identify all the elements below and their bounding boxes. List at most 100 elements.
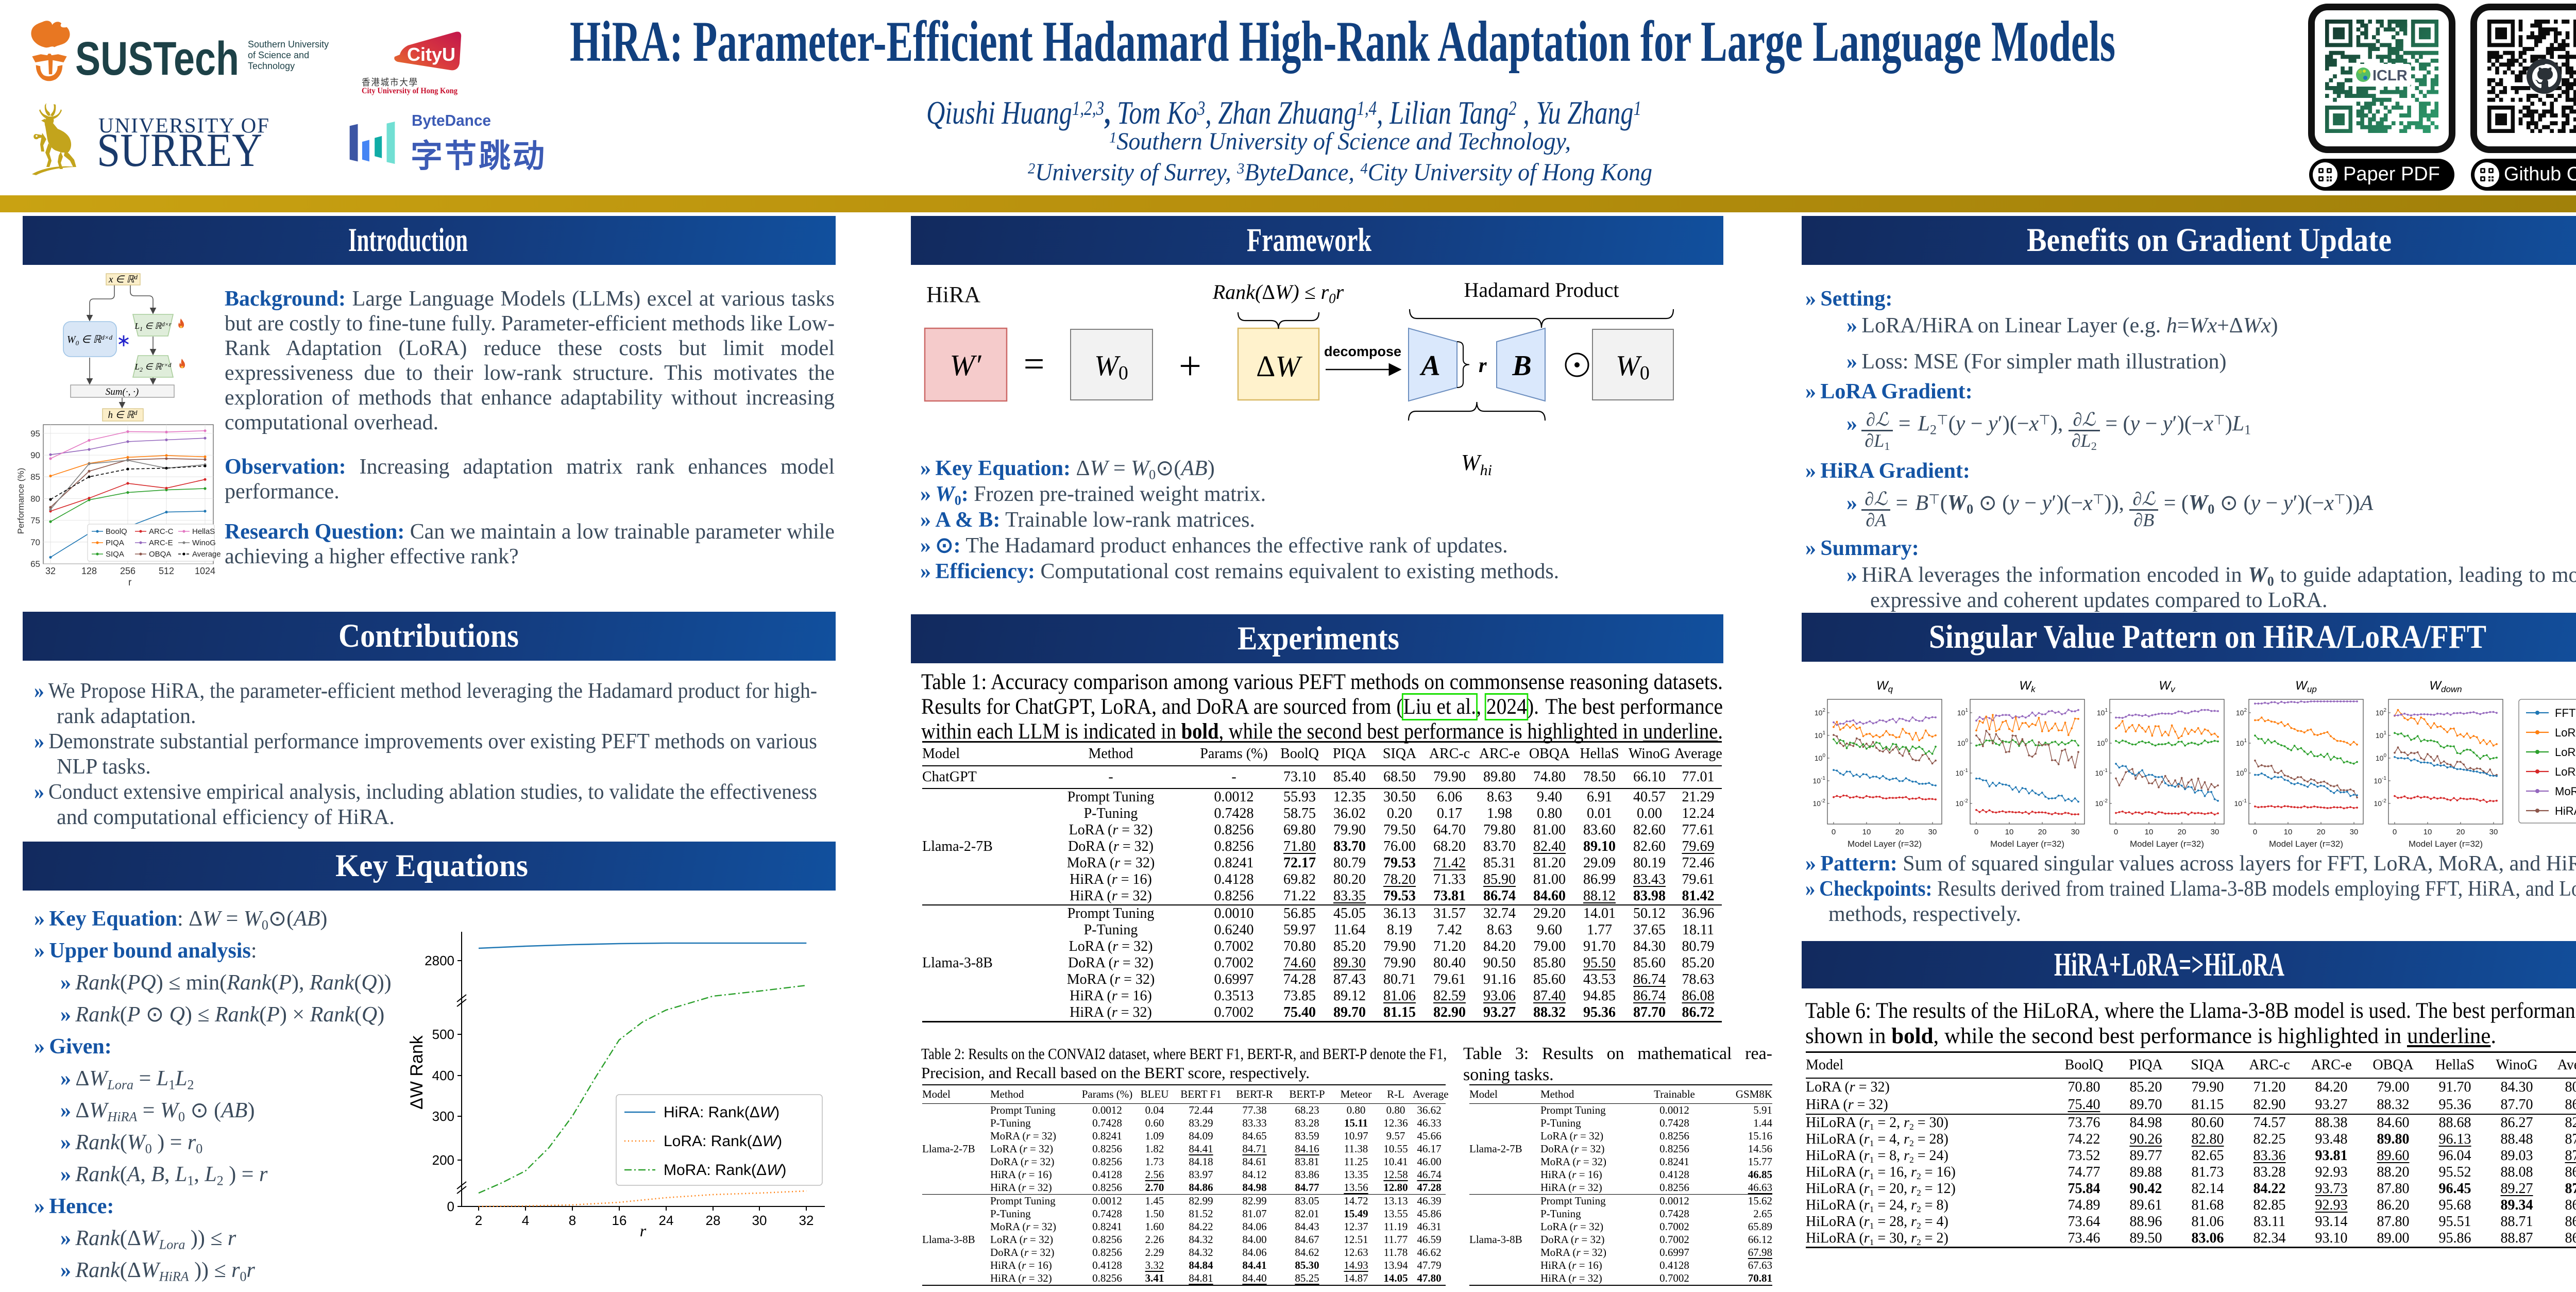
svg-text:128: 128 [81, 566, 97, 576]
svg-text:90: 90 [30, 450, 40, 460]
svg-text:30: 30 [752, 1213, 767, 1228]
svg-text:75: 75 [30, 516, 40, 526]
svg-text:MoRA: Rank(ΔW): MoRA: Rank(ΔW) [664, 1162, 786, 1179]
svg-text:10-1: 10-1 [1956, 768, 1969, 777]
svg-text:0: 0 [2114, 828, 2118, 836]
svg-text:70: 70 [30, 538, 40, 547]
svg-text:10: 10 [2005, 828, 2014, 836]
svg-text:100: 100 [1957, 738, 1969, 747]
svg-text:W′: W′ [950, 348, 981, 382]
svg-text:h ∈ ℝd: h ∈ ℝd [108, 409, 138, 421]
svg-text:200: 200 [432, 1152, 454, 1168]
svg-text:512: 512 [159, 566, 174, 576]
svg-text:10-2: 10-2 [1813, 798, 1826, 808]
svg-text:2800: 2800 [425, 953, 454, 968]
svg-text:r: r [1479, 354, 1487, 377]
svg-text:B: B [1512, 350, 1531, 382]
svg-text:100: 100 [1815, 753, 1826, 762]
svg-text:10-1: 10-1 [2374, 776, 2387, 785]
svg-text:Model Layer (r=32): Model Layer (r=32) [2269, 839, 2343, 849]
svg-text:LoRA r=128: LoRA r=128 [2555, 746, 2576, 759]
svg-text:30: 30 [2489, 828, 2498, 836]
svg-text:ARC-E: ARC-E [149, 539, 173, 547]
svg-text:30: 30 [1928, 828, 1937, 836]
svg-text:Model Layer (r=32): Model Layer (r=32) [1990, 839, 2064, 849]
svg-text:24: 24 [659, 1213, 674, 1228]
svg-text:102: 102 [2236, 708, 2247, 717]
svg-text:30: 30 [2350, 828, 2359, 836]
svg-text:20: 20 [2317, 828, 2326, 836]
svg-text:100: 100 [2376, 753, 2387, 762]
svg-text:Model Layer (r=32): Model Layer (r=32) [2409, 839, 2483, 849]
svg-text:32: 32 [799, 1213, 814, 1228]
svg-text:500: 500 [432, 1027, 454, 1042]
svg-text:1024: 1024 [195, 566, 215, 576]
svg-text:20: 20 [2038, 828, 2047, 836]
svg-text:CityU: CityU [407, 44, 455, 65]
svg-text:FFT: FFT [2555, 707, 2575, 719]
svg-text:∗: ∗ [116, 331, 131, 350]
svg-text:65: 65 [30, 559, 40, 569]
svg-text:0: 0 [447, 1199, 454, 1214]
svg-text:85: 85 [30, 472, 40, 482]
svg-text:ΔW: ΔW [1256, 349, 1302, 383]
svg-text:10: 10 [2145, 828, 2154, 836]
svg-text:Wq: Wq [1876, 679, 1893, 694]
svg-text:BoolQ: BoolQ [106, 527, 127, 536]
svg-text:100: 100 [2236, 768, 2247, 777]
svg-text:10: 10 [1862, 828, 1871, 836]
svg-text:HellaS: HellaS [192, 527, 215, 536]
svg-text:300: 300 [432, 1109, 454, 1124]
svg-text:OBQA: OBQA [149, 550, 171, 559]
svg-text:Model Layer (r=32): Model Layer (r=32) [2130, 839, 2204, 849]
svg-text:HiRA: Rank(ΔW): HiRA: Rank(ΔW) [664, 1104, 779, 1121]
svg-text:Model Layer (r=32): Model Layer (r=32) [1848, 839, 1922, 849]
svg-text:W0 ∈ ℝd×d: W0 ∈ ℝd×d [67, 333, 113, 347]
svg-text:10-2: 10-2 [2374, 798, 2387, 808]
svg-text:ΔW Rank: ΔW Rank [407, 1035, 427, 1110]
svg-text:101: 101 [1957, 708, 1969, 717]
svg-text:32: 32 [45, 566, 56, 576]
svg-text:2: 2 [475, 1213, 482, 1228]
svg-text:PIQA: PIQA [106, 539, 124, 547]
svg-text:A: A [1419, 350, 1440, 382]
svg-text:MoRA: MoRA [2555, 785, 2576, 798]
svg-text:Performance (%): Performance (%) [16, 468, 26, 534]
svg-text:0: 0 [2393, 828, 2397, 836]
svg-text:0: 0 [2253, 828, 2257, 836]
svg-text:+: + [1179, 343, 1201, 388]
svg-text:Rank(ΔW) ≤ r0r: Rank(ΔW) ≤ r0r [1212, 280, 1344, 306]
svg-text:ARC-C: ARC-C [149, 527, 174, 536]
svg-text:=: = [1024, 343, 1045, 384]
svg-text:Wv: Wv [2159, 679, 2176, 694]
svg-text:Sum(·, ·): Sum(·, ·) [106, 387, 139, 397]
svg-text:20: 20 [1895, 828, 1904, 836]
svg-text:0: 0 [1832, 828, 1836, 836]
svg-text:101: 101 [2097, 708, 2108, 717]
svg-text:8: 8 [569, 1213, 576, 1228]
svg-text:256: 256 [120, 566, 135, 576]
svg-text:r: r [128, 577, 132, 588]
svg-text:28: 28 [706, 1213, 721, 1228]
svg-text:x ∈ ℝd: x ∈ ℝd [108, 273, 138, 285]
svg-text:102: 102 [1815, 708, 1826, 717]
svg-text:80: 80 [30, 494, 40, 504]
svg-text:101: 101 [1815, 730, 1826, 740]
svg-text:WinoG: WinoG [192, 539, 216, 547]
svg-text:100: 100 [2097, 738, 2108, 747]
svg-text:4: 4 [522, 1213, 529, 1228]
svg-text:Hadamard Product: Hadamard Product [1464, 278, 1619, 301]
svg-text:10-1: 10-1 [1813, 776, 1826, 785]
svg-text:SIQA: SIQA [106, 550, 124, 559]
svg-text:Wk: Wk [2019, 679, 2036, 694]
svg-text:400: 400 [432, 1068, 454, 1083]
svg-text:30: 30 [2071, 828, 2080, 836]
svg-text:20: 20 [2178, 828, 2187, 836]
svg-text:102: 102 [2376, 708, 2387, 717]
svg-text:16: 16 [612, 1213, 627, 1228]
svg-text:101: 101 [2376, 730, 2387, 740]
svg-text:LoRA: Rank(ΔW): LoRA: Rank(ΔW) [664, 1133, 782, 1150]
svg-text:10: 10 [2424, 828, 2432, 836]
svg-text:0: 0 [1974, 828, 1978, 836]
svg-text:LoRA r=512: LoRA r=512 [2555, 765, 2576, 778]
